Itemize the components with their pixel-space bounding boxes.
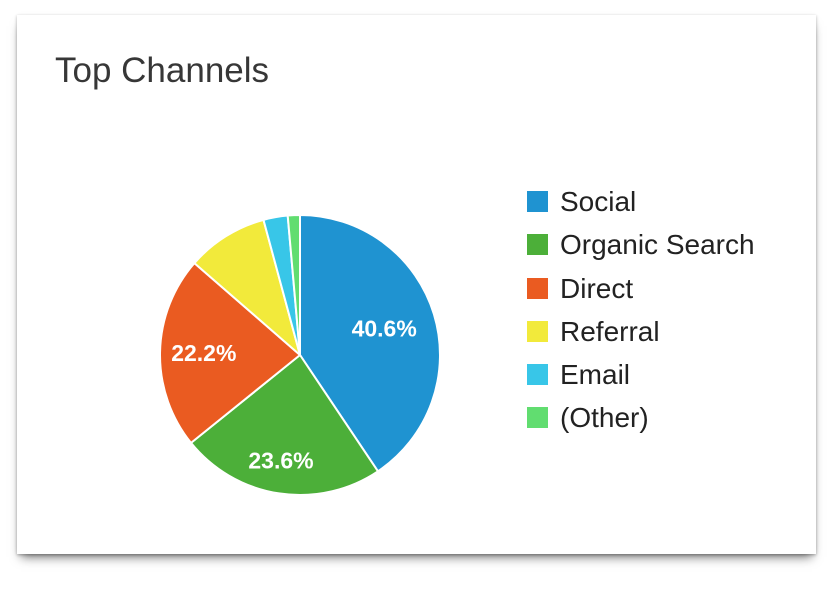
svg-text:40.6%: 40.6%: [352, 316, 417, 342]
svg-text:22.2%: 22.2%: [171, 340, 236, 366]
svg-text:23.6%: 23.6%: [248, 448, 313, 474]
